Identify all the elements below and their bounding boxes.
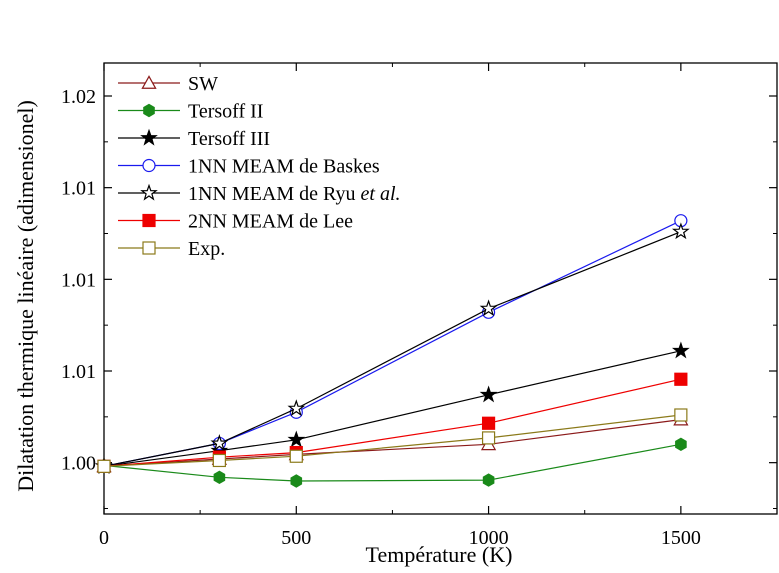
legend: SW Tersoff II Tersoff III 1NN MEAM de Baske… xyxy=(118,73,401,260)
series-line xyxy=(103,414,681,467)
data-point xyxy=(212,453,226,468)
data-point xyxy=(287,399,306,417)
data-point xyxy=(142,158,156,173)
data-point xyxy=(142,241,156,255)
series-1nn-meam-de-ryu-et-al- xyxy=(95,222,690,474)
x-tick-label: 1000 xyxy=(469,527,509,549)
legend-label: SW xyxy=(188,73,218,95)
y-tick-label: 1.01 xyxy=(61,361,96,383)
series-2nn-meam-de-lee xyxy=(97,372,688,473)
series-1nn-meam-de-baskes xyxy=(97,214,688,473)
data-point xyxy=(97,459,111,473)
series-sw xyxy=(96,411,689,473)
data-point xyxy=(671,222,690,240)
x-axis-label: Température (K) xyxy=(366,542,513,567)
axes-frame: 0 500 1000 1500 1.00 1.01 1.01 1.01 1.02 xyxy=(61,62,778,549)
x-tick-label: 500 xyxy=(281,527,311,549)
data-point xyxy=(479,299,498,317)
data-point xyxy=(140,128,158,146)
data-point xyxy=(140,183,158,201)
legend-item: Tersoff II xyxy=(118,101,263,123)
data-point xyxy=(287,430,306,448)
data-point xyxy=(141,75,157,89)
y-tick-label: 1.00 xyxy=(61,453,96,475)
y-tick-label: 1.01 xyxy=(61,178,96,200)
legend-item: Tersoff III xyxy=(118,128,270,150)
plot-frame xyxy=(103,62,778,515)
data-point xyxy=(143,103,155,118)
series-layer xyxy=(95,214,690,488)
data-point xyxy=(213,470,226,484)
series-line xyxy=(103,378,682,467)
legend-item: 1NN MEAM de Baskes xyxy=(118,156,380,178)
data-point xyxy=(210,434,229,452)
data-point xyxy=(482,473,495,487)
data-point xyxy=(142,213,156,228)
y-axis-label: Dilatation thermique linéaire (adimensio… xyxy=(13,100,38,492)
y-tick-label: 1.02 xyxy=(61,86,96,108)
data-point xyxy=(289,449,303,463)
legend-label: 1NN MEAM de Ryu et al. xyxy=(188,183,401,205)
legend-item: 1NN MEAM de Ryu et al. xyxy=(118,183,401,205)
legend-label: Tersoff II xyxy=(188,101,263,123)
data-point xyxy=(481,416,496,430)
data-point xyxy=(675,437,687,451)
data-point xyxy=(671,341,690,359)
x-tick-label: 0 xyxy=(99,527,109,549)
series-exp- xyxy=(97,408,688,473)
legend-item: Exp. xyxy=(118,238,225,260)
x-tick-label: 1500 xyxy=(661,527,701,549)
data-point xyxy=(674,408,688,422)
legend-label: 1NN MEAM de Baskes xyxy=(188,156,380,178)
data-point xyxy=(481,431,496,445)
data-point xyxy=(674,372,688,386)
legend-item: 2NN MEAM de Lee xyxy=(118,211,353,233)
legend-label: Exp. xyxy=(188,238,225,260)
legend-label: Tersoff III xyxy=(188,128,270,150)
data-point xyxy=(479,385,498,403)
y-tick-label: 1.01 xyxy=(61,269,96,291)
data-point xyxy=(290,474,303,488)
legend-item: SW xyxy=(118,73,218,95)
legend-label: 2NN MEAM de Lee xyxy=(188,211,353,233)
